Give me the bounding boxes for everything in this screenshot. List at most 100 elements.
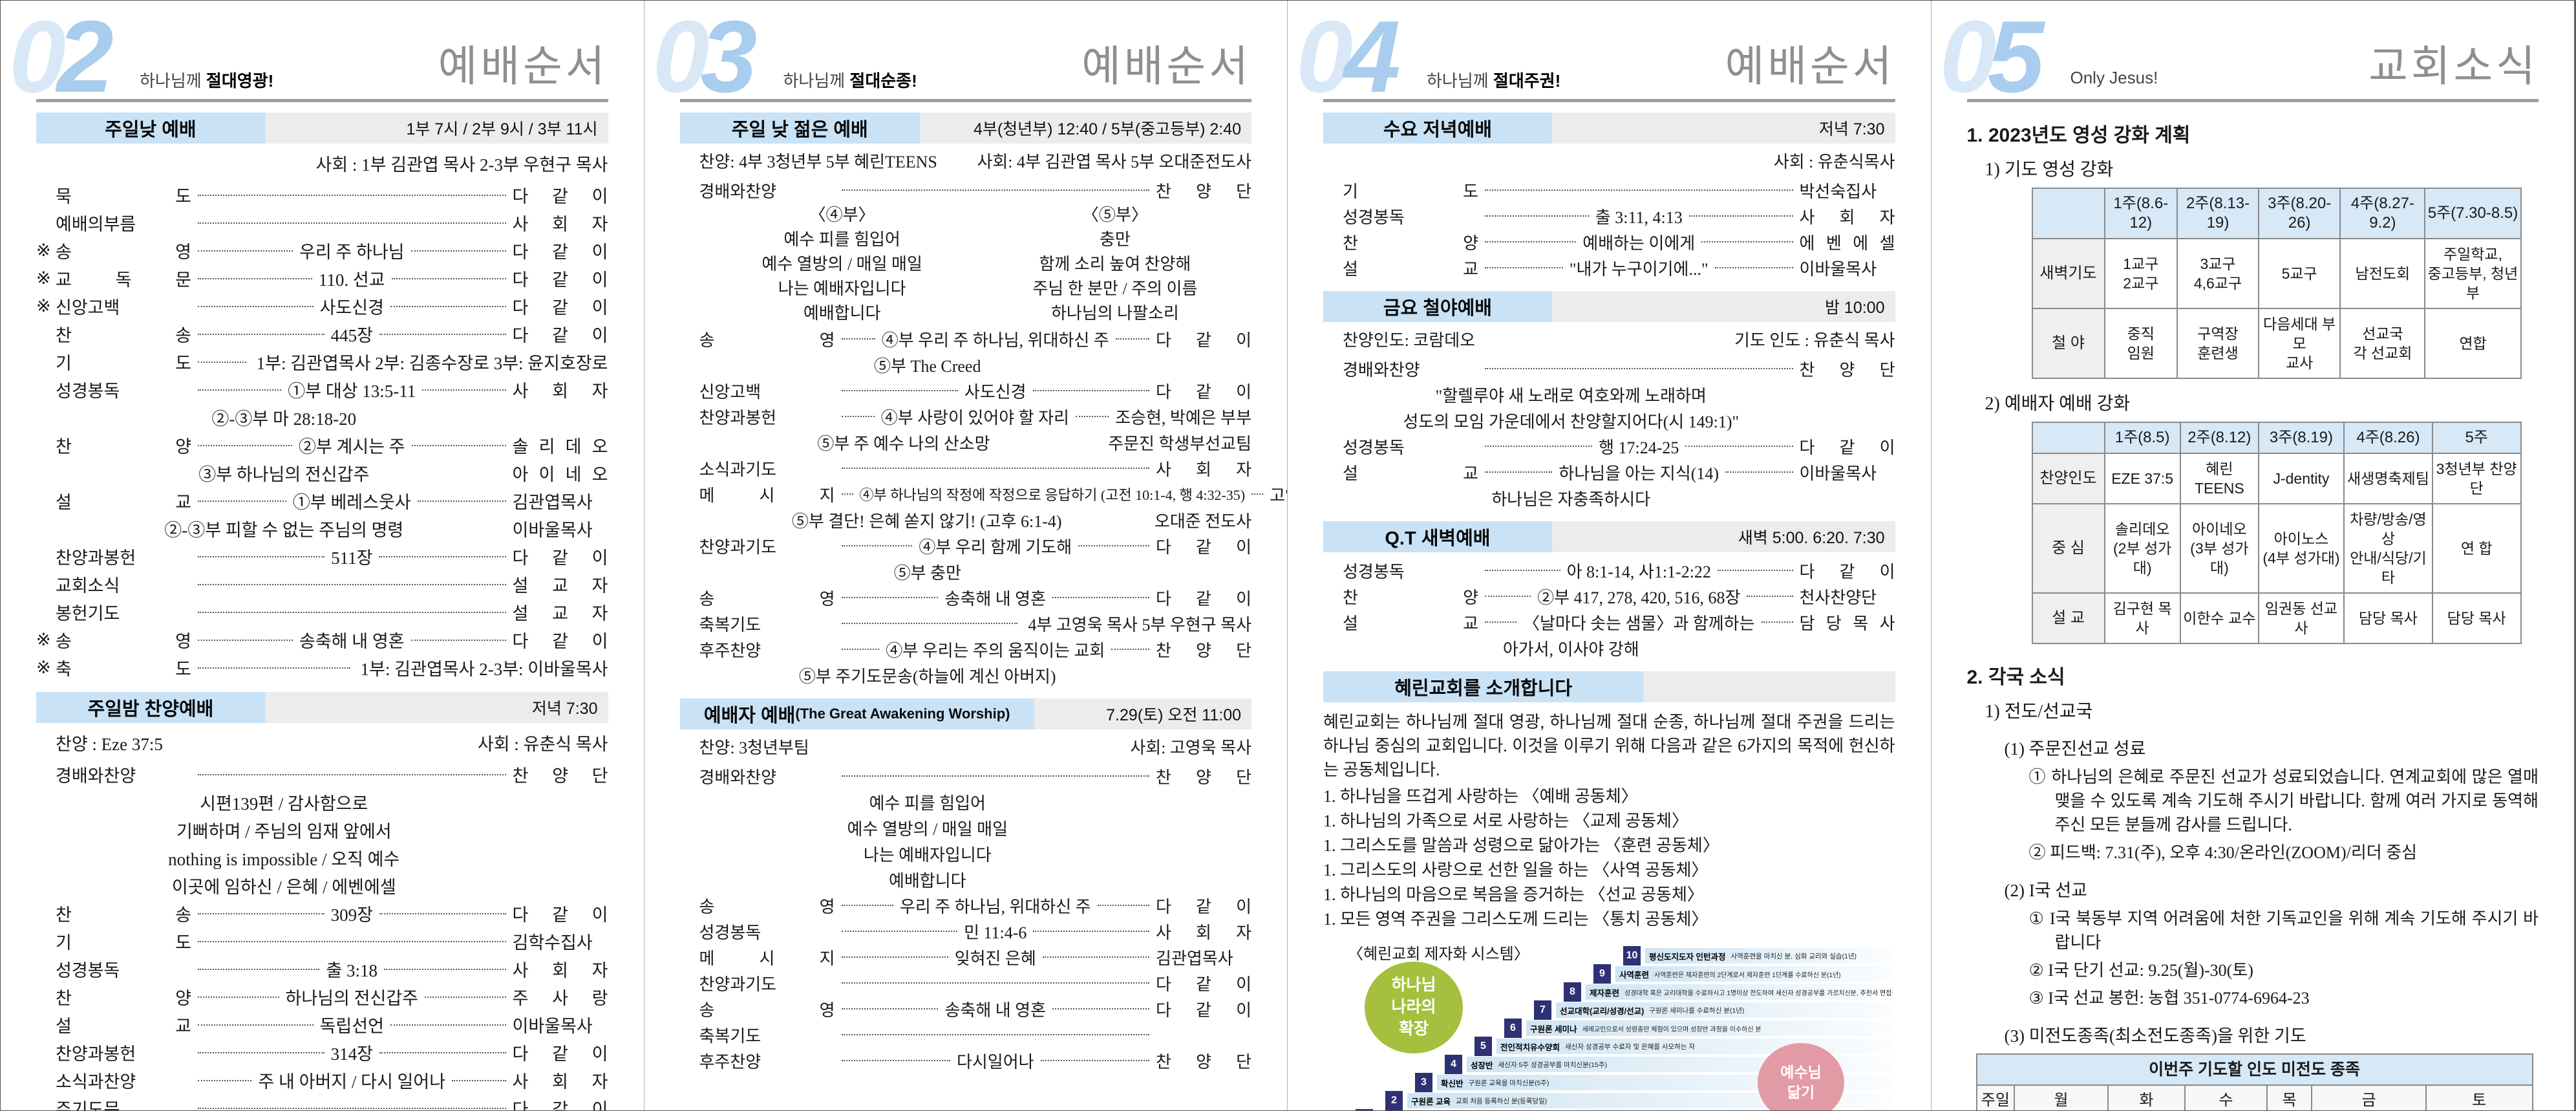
- order-row: 축복기도 4부 고영욱 목사 5부 우현구 목사: [680, 610, 1252, 636]
- diagram-step-10: 10 평신도지도자 인턴과정 사역훈련을 마치신 분, 심화 교리와 실습(1년): [1623, 946, 1893, 965]
- table-cell: J-dentity: [2257, 453, 2345, 504]
- order-row: 소식과기도 사 회 자: [680, 455, 1252, 481]
- table-cell: 이한수 교수: [2179, 592, 2259, 644]
- dotted-leader: [198, 444, 292, 446]
- dotted-leader: [198, 1079, 252, 1081]
- table-cell: 3교구 4,6교구: [2177, 238, 2259, 309]
- section-bar: 혜린교회를 소개합니다: [1323, 671, 1895, 702]
- column-header: [2031, 188, 2105, 239]
- order-right: 다 같 이: [512, 326, 608, 345]
- dotted-leader: [1032, 390, 1149, 391]
- section-bar-time-area: 새벽 5:00. 6:20. 7:30: [1551, 521, 1895, 552]
- order-right: 김관엽목사: [512, 493, 593, 512]
- cell-line: 구역장: [2197, 325, 2239, 342]
- order-right: 주문진 학생부선교팀: [1108, 434, 1251, 453]
- order-continuation: ②-③부 피할 수 없는 주님의 명령: [56, 516, 513, 541]
- section-title: 주일 낮 젊은 예배: [731, 120, 868, 140]
- order-label: 축복기도: [699, 1026, 761, 1046]
- order-label: 찬양과봉헌: [56, 548, 136, 568]
- header-rule: [679, 99, 1251, 102]
- table-cell: 차량/방송/영상 안내/식당/기타: [2343, 503, 2433, 594]
- table-cell: 김구현 목사: [2103, 592, 2181, 644]
- page-number: 02: [9, 6, 114, 108]
- order-center: 시편139편 / 감사함으로: [200, 794, 368, 814]
- order-label: 교회소식: [56, 576, 120, 596]
- table-body: 찬양인도 EZE 37:5 혜린TEENS J-dentity 새생명축제팀 3청년부 찬…: [2031, 453, 2522, 644]
- table-header-row: 1주(8.6-12) 2주(8.13-19) 3주(8.20-26) 4주(8.27-…: [2031, 188, 2522, 239]
- schedule-table-3: 이번주 기도할 인도 미전도 종족주일월화수목금토틸리Tili투발코누Thoub…: [1975, 1053, 2533, 1110]
- dotted-leader: [1725, 471, 1793, 473]
- order-center: 송축해 내 영혼: [944, 589, 1047, 609]
- order-row: ③부 하나님의 전신갑주 아 이 네 오: [36, 459, 608, 487]
- order-label: 경배와찬양: [1343, 360, 1420, 380]
- cell-line: J-dentity: [2273, 470, 2330, 487]
- dotted-leader: [391, 277, 506, 279]
- dotted-leader: [841, 775, 1149, 777]
- cell-line: (4부 성가대): [2262, 550, 2340, 566]
- order-row: 찬양과봉헌 511장 다 같 이: [36, 543, 608, 570]
- cell-line: 아이노스: [2273, 530, 2329, 547]
- dotted-leader: [198, 639, 293, 641]
- order-center: 나는 예배자입니다: [863, 845, 992, 865]
- order-right: 조승현, 박예은 부부: [1115, 408, 1252, 427]
- dotted-leader: [410, 639, 506, 641]
- order-rows: 경배와찬양 찬 양 단 예수 피를 힘입어 예수 열방의 / 매일 매일 나는 예배자입…: [680, 763, 1252, 1073]
- dotted-leader: [841, 493, 853, 495]
- column-header: 목: [2266, 1084, 2313, 1110]
- intro-items: 1. 하나님을 뜨겁게 사랑하는 〈예배 공동체〉 1. 하나님의 가족으로 서로…: [1323, 784, 1895, 932]
- order-row: 메 시 지 잊혀진 은혜 김관엽목사: [680, 944, 1252, 970]
- table-header-row: 주일 월 화 수 목 금 토: [1975, 1084, 2533, 1110]
- order-center: 이곳에 임하신 / 은혜 / 에벤에셀: [171, 878, 396, 897]
- preline-left: 찬양 : Eze 37:5: [56, 734, 163, 754]
- order-label: 찬 송: [56, 326, 191, 345]
- dotted-leader: [1040, 1060, 1150, 1061]
- order-row: 찬양과봉헌 314장 다 같 이: [36, 1039, 608, 1066]
- cell-line: 임원: [2127, 345, 2155, 361]
- order-center: 우리 주 하나님: [299, 243, 405, 262]
- preline-right: 사회 : 1부 김관엽 목사 2-3부 우현구 목사: [315, 155, 608, 175]
- dotted-leader: [1111, 649, 1150, 650]
- order-label: 설 교: [1343, 614, 1478, 633]
- section-title: 혜린교회를 소개합니다: [1394, 678, 1573, 699]
- step-bar: 평신도지도자 인턴과정 사역훈련을 마치신 분, 심화 교리와 실습(1년): [1645, 948, 1893, 964]
- order-label: 축복기도: [699, 615, 761, 634]
- preline: 찬양 : Eze 37:5 사회 : 유춘식 목사: [36, 729, 608, 755]
- dotted-leader: [198, 940, 506, 942]
- tagline-text: 하나님께: [783, 71, 850, 91]
- order-continuation: ②-③부 마 28:18-20: [56, 405, 513, 430]
- table-cell: 담당 목사: [2343, 592, 2433, 644]
- order-row: ※ 축 도 1부: 김관엽목사 2-3부: 이바울목사: [36, 654, 608, 682]
- dotted-leader: [198, 1024, 314, 1026]
- order-label: 기 도: [56, 354, 191, 373]
- order-row: 설 교 독립선언 이바울목사: [36, 1011, 608, 1039]
- preline-right: 사회 : 유춘식 목사: [477, 734, 608, 754]
- order-row: 봉헌기도 설 교 자: [36, 598, 608, 626]
- dotted-leader: [379, 333, 506, 335]
- order-row: ※ 신앙고백 사도신경 다 같 이: [36, 292, 608, 320]
- table-row: 찬양인도 EZE 37:5 혜린TEENS J-dentity 새생명축제팀 3청년부 찬…: [2031, 453, 2522, 504]
- table-title-row: 이번주 기도할 인도 미전도 종족: [1975, 1053, 2533, 1086]
- preline: 사회 : 유춘식목사: [1323, 149, 1895, 172]
- order-row: 메 시 지 ④부 하나님의 작정에 작정으로 응답하기 (고전 10:1-4, 행…: [680, 481, 1288, 507]
- order-right: 천사찬양단: [1799, 588, 1877, 607]
- page-title: 예배순서: [1725, 43, 1895, 91]
- news-heading-2: 1) 기도 영성 강화: [1985, 160, 2114, 180]
- cell-line: 다음세대 부모: [2263, 316, 2336, 352]
- order-right: 사 회 자: [1799, 208, 1895, 227]
- order-row: 성경봉독 출 3:11, 4:13 사 회 자: [1323, 203, 1895, 229]
- order-row: 주기도문 다 같 이: [36, 1094, 608, 1110]
- dotted-leader: [198, 305, 314, 307]
- dotted-leader: [198, 250, 293, 252]
- dotted-leader: [841, 189, 1149, 191]
- order-row: 성경봉독 출 3:18 사 회 자: [36, 955, 608, 983]
- cell-line: 4,6교구: [2193, 275, 2242, 292]
- dotted-leader: [198, 333, 325, 335]
- order-right: 다 같 이: [512, 1100, 608, 1110]
- song-columns: 〈④부〉 예수 피를 힘입어 예수 열방의 / 매일 매일 나는 예배자입니다 예배합니…: [680, 203, 1252, 326]
- order-row: 아가서, 이사야 강해: [1323, 635, 1895, 661]
- order-row: 찬양과기도 다 같 이: [680, 970, 1252, 996]
- cell-line: 연 합: [2460, 540, 2493, 557]
- order-right: 이바울목사: [1799, 259, 1877, 279]
- tagline-bold: 절대순종!: [849, 71, 917, 91]
